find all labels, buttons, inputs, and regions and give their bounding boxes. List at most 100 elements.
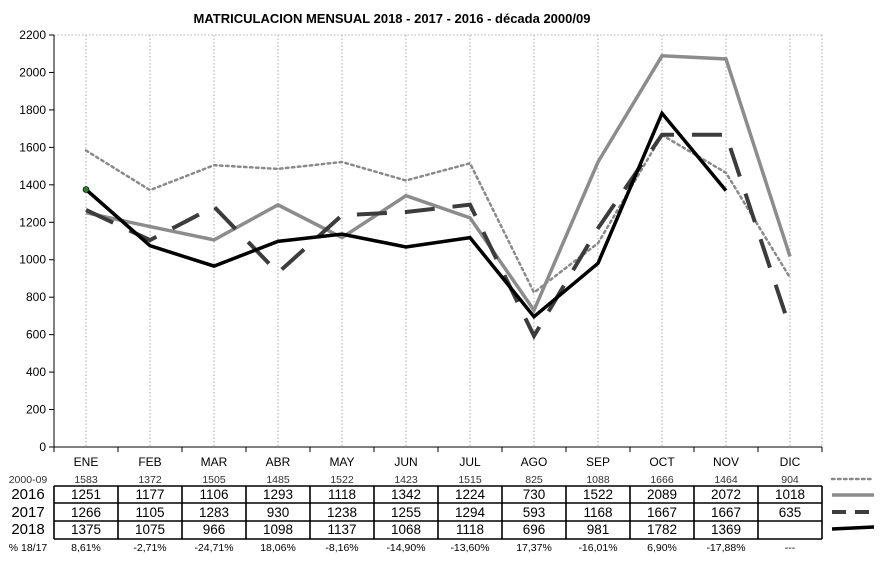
y-tick-label: 1400: [19, 178, 46, 192]
grid: [54, 34, 823, 447]
table-cell: -8,16%: [325, 542, 358, 554]
y-tick-label: 400: [26, 365, 46, 379]
y-tick-label: 600: [26, 328, 46, 342]
table-cell: 1251: [71, 487, 101, 502]
table-cell: 6,90%: [647, 542, 677, 554]
table-row-label: 2016: [11, 486, 44, 503]
series-lines: [82, 53, 792, 341]
x-tick-label: AGO: [521, 455, 548, 469]
table-cell: 2089: [647, 487, 677, 502]
y-tick-label: 200: [26, 403, 46, 417]
table-cell: 1075: [135, 522, 165, 537]
axes: 0 200 400 600 800 1000 1200 1400 1600 1800 2000 220…: [19, 28, 823, 469]
table-cell: 1375: [71, 522, 101, 537]
table-cell: 18,06%: [260, 542, 296, 554]
table-cell: -2,71%: [133, 542, 166, 554]
table-cell: 1369: [711, 522, 741, 537]
x-tick-label: JUL: [459, 455, 481, 469]
series-line-2018: [84, 109, 728, 320]
table-cell: -17,88%: [706, 542, 745, 554]
table-cell: -24,71%: [194, 542, 233, 554]
legend-key-2018: [831, 525, 875, 531]
x-tick-label: SEP: [586, 455, 610, 469]
table-cell: 1667: [711, 505, 741, 520]
y-tick-label: 1000: [19, 253, 46, 267]
table-cell: 1342: [391, 487, 421, 502]
table-cell: 1423: [394, 474, 418, 486]
table-cell: 1782: [647, 522, 677, 537]
x-tick-label: FEB: [138, 455, 161, 469]
table-cell: 1098: [263, 522, 293, 537]
x-tick-label: MAY: [329, 455, 354, 469]
table-cell: 696: [523, 522, 546, 537]
y-tick-label: 1800: [19, 103, 46, 117]
table-cell: 1667: [647, 505, 677, 520]
table-cell: -13,60%: [450, 542, 489, 554]
table-cell: 2072: [711, 487, 741, 502]
table-cell: 1293: [263, 487, 293, 502]
legend: [830, 477, 876, 531]
x-tick-label: NOV: [713, 455, 739, 469]
table-cell: 1255: [391, 505, 421, 520]
table-cell: 1118: [328, 487, 356, 502]
table-cell: 1515: [458, 474, 482, 486]
table-cell: 1068: [391, 522, 421, 537]
table-cell: -16,01%: [578, 542, 617, 554]
table-cell: 966: [203, 522, 226, 537]
table-cell: 1485: [266, 474, 290, 486]
x-tick-label: ENE: [74, 455, 99, 469]
y-tick-label: 800: [26, 290, 46, 304]
table-cell: 1018: [775, 487, 805, 502]
x-tick-label: JUN: [394, 455, 417, 469]
table-cell: 1105: [135, 505, 164, 520]
table-cell: 17,37%: [516, 542, 552, 554]
table-cell: 1168: [583, 505, 612, 520]
series-point-2018-start: [82, 186, 90, 193]
table-cell: -14,90%: [386, 542, 425, 554]
y-tick-label: 0: [39, 440, 46, 454]
table-cell: 1266: [71, 505, 101, 520]
y-tick-label: 2200: [19, 28, 46, 42]
y-tick-label: 1600: [19, 140, 46, 154]
table-row-label: % 18/17: [9, 542, 48, 554]
table-cell: 1464: [714, 474, 738, 486]
table-cell: 1137: [327, 522, 356, 537]
table-cell: 730: [523, 487, 546, 502]
table-row-label: 2017: [11, 504, 44, 521]
y-tick-label: 1200: [19, 215, 46, 229]
table-row-label: 2018: [11, 521, 44, 538]
table-cell: 1294: [455, 505, 486, 520]
table-cell: 1238: [327, 505, 357, 520]
data-table: 2000-09 1583 1372 1505 1485 1522 1423 1515 825 10…: [9, 474, 823, 554]
table-cell: 635: [779, 505, 802, 520]
chart-title: MATRICULACION MENSUAL 2018 - 2017 - 2016…: [194, 11, 591, 26]
table-cell: 593: [523, 505, 546, 520]
table-cell: 825: [525, 474, 543, 486]
series-line-2016: [85, 53, 792, 314]
table-cell: 1088: [586, 474, 610, 486]
series-line-2017: [85, 132, 792, 341]
table-cell: 1283: [199, 505, 229, 520]
series-line-2000-09: [84, 133, 792, 295]
table-cell: 1118: [456, 522, 484, 537]
table-cell: 1106: [199, 487, 228, 502]
x-tick-label: OCT: [649, 455, 675, 469]
table-row-label: 2000-09: [9, 474, 48, 486]
table-cell: 1505: [202, 474, 226, 486]
table-cell: 930: [267, 505, 290, 520]
x-tick-label: MAR: [201, 455, 228, 469]
x-tick-label: ABR: [266, 455, 291, 469]
x-tick-label: DIC: [780, 455, 801, 469]
table-cell: ---: [785, 542, 796, 554]
table-cell: 981: [587, 522, 610, 537]
table-cell: 1177: [135, 487, 164, 502]
table-cell: 1224: [455, 487, 486, 502]
table-cell: 1522: [330, 474, 354, 486]
table-cell: 1666: [650, 474, 674, 486]
table-cell: 1372: [138, 474, 162, 486]
y-tick-label: 2000: [19, 65, 46, 79]
table-cell: 1583: [74, 474, 98, 486]
table-cell: 8,61%: [71, 542, 101, 554]
table-cell: 1522: [583, 487, 613, 502]
